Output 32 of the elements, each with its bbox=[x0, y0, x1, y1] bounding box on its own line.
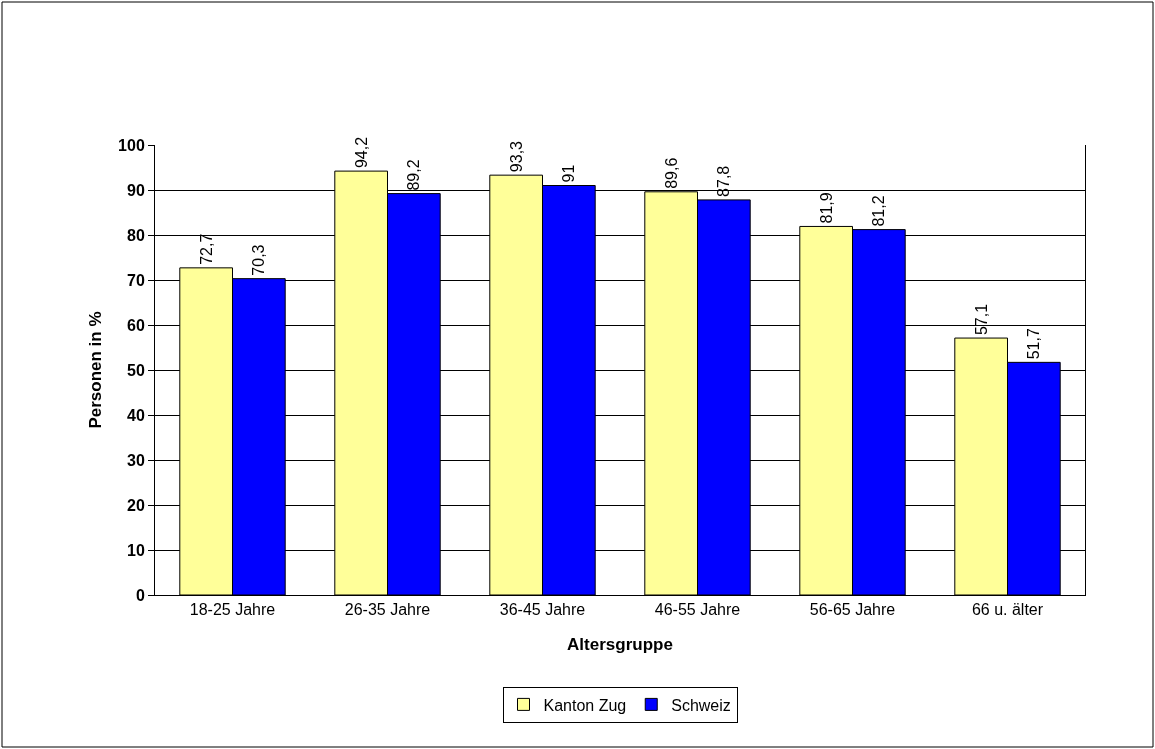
data-label: 91 bbox=[560, 164, 578, 183]
x-tick-label: 66 u. älter bbox=[971, 601, 1044, 619]
data-label: 81,9 bbox=[817, 192, 835, 224]
y-tick-label: 30 bbox=[127, 451, 145, 469]
legend-label: Schweiz bbox=[671, 696, 731, 714]
y-tick-label: 10 bbox=[127, 541, 145, 559]
x-tick-label: 18-25 Jahre bbox=[189, 601, 276, 619]
data-label: 89,6 bbox=[662, 157, 680, 189]
data-label: 89,2 bbox=[405, 159, 423, 191]
y-tick-label: 20 bbox=[127, 496, 145, 514]
legend-label: Kanton Zug bbox=[543, 696, 627, 714]
y-tick-label: 80 bbox=[127, 226, 145, 244]
y-tick-label: 40 bbox=[127, 406, 145, 424]
x-tick-label: 56-65 Jahre bbox=[809, 601, 896, 619]
data-label: 72,7 bbox=[197, 233, 215, 265]
data-label: 51,7 bbox=[1025, 328, 1043, 360]
y-tick-label: 90 bbox=[127, 181, 145, 199]
data-label: 57,1 bbox=[972, 303, 990, 336]
y-axis-title: Personen in % bbox=[85, 311, 105, 429]
data-label: 94,2 bbox=[352, 136, 370, 169]
data-label: 81,2 bbox=[870, 195, 888, 227]
y-tick-label: 50 bbox=[127, 361, 145, 379]
x-axis-title: Altersgruppe bbox=[567, 634, 673, 654]
x-tick-label: 26-35 Jahre bbox=[344, 601, 431, 619]
data-label: 93,3 bbox=[507, 140, 525, 173]
y-tick-label: 70 bbox=[127, 271, 145, 289]
data-label: 70,3 bbox=[250, 244, 268, 276]
x-tick-label: 36-45 Jahre bbox=[499, 601, 586, 619]
x-tick-label: 46-55 Jahre bbox=[654, 601, 741, 619]
y-tick-label: 60 bbox=[127, 316, 145, 334]
y-tick-label: 100 bbox=[118, 136, 145, 154]
y-tick-label: 0 bbox=[135, 586, 145, 604]
